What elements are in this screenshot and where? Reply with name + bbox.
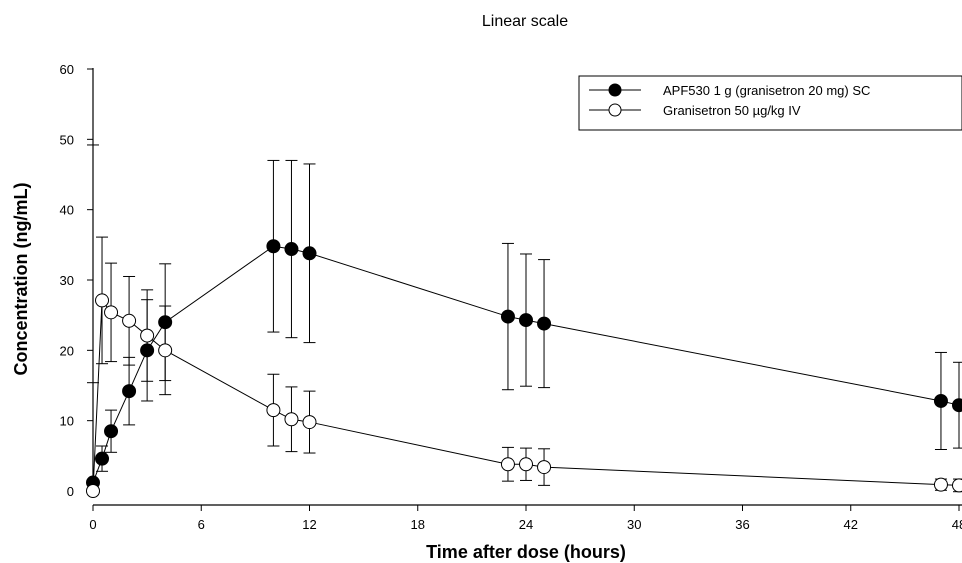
data-point-filled <box>933 393 948 408</box>
y-axis-label: Concentration (ng/mL) <box>11 183 31 376</box>
data-point-open <box>519 457 533 472</box>
data-point-open <box>302 415 317 430</box>
series-1 <box>86 159 962 490</box>
data-point-open <box>95 293 110 308</box>
x-ticks: 0 6 12 18 24 30 36 42 48 <box>89 505 962 532</box>
y-tick-label: 40 <box>60 203 74 218</box>
legend-marker-series-1 <box>608 83 622 97</box>
data-point-filled <box>952 398 962 413</box>
data-point-open <box>86 484 100 498</box>
x-axis-label: Time after dose (hours) <box>426 542 626 562</box>
data-point-filled <box>302 246 317 261</box>
data-point-filled <box>266 239 281 254</box>
data-point-filled <box>122 384 137 399</box>
data-point-open <box>537 460 552 475</box>
x-tick-label: 24 <box>519 517 533 532</box>
legend-label-series-2: Granisetron 50 µg/kg IV <box>663 103 801 118</box>
series-2 <box>86 144 962 498</box>
data-point-open <box>952 478 962 493</box>
x-tick-label: 48 <box>952 517 962 532</box>
data-point-open <box>500 457 515 472</box>
data-point-open <box>933 477 948 492</box>
legend-box <box>578 75 962 131</box>
legend: APF530 1 g (granisetron 20 mg) SC Granis… <box>578 75 962 131</box>
data-point-filled <box>284 242 299 257</box>
x-tick-label: 42 <box>844 517 858 532</box>
data-point-open <box>158 343 173 358</box>
data-point-open <box>266 403 281 418</box>
data-point-filled <box>519 313 533 328</box>
data-point-filled <box>500 309 515 324</box>
x-tick-label: 30 <box>627 517 641 532</box>
series-layer <box>86 144 962 498</box>
data-point-open <box>104 305 119 320</box>
data-point-open <box>122 313 137 328</box>
y-tick-label: 10 <box>60 414 74 429</box>
data-point-filled <box>537 316 552 331</box>
y-tick-label: 50 <box>60 132 74 147</box>
data-point-filled <box>104 424 119 439</box>
x-tick-label: 0 <box>89 517 96 532</box>
data-point-filled <box>95 451 110 466</box>
data-point-open <box>284 412 299 427</box>
x-tick-label: 6 <box>198 517 205 532</box>
x-tick-label: 12 <box>302 517 316 532</box>
y-tick-label: 20 <box>60 343 74 358</box>
legend-marker-series-2 <box>608 103 622 117</box>
legend-label-series-1: APF530 1 g (granisetron 20 mg) SC <box>663 83 870 98</box>
x-tick-label: 36 <box>735 517 749 532</box>
y-tick-label: 60 <box>60 62 74 77</box>
x-tick-label: 18 <box>411 517 425 532</box>
axes <box>92 68 962 506</box>
data-point-open <box>140 328 155 343</box>
y-ticks: 0 10 20 30 40 50 60 <box>60 62 93 499</box>
chart-title: Linear scale <box>482 13 568 30</box>
y-tick-label: 30 <box>60 273 74 288</box>
y-tick-label: 0 <box>67 484 74 499</box>
